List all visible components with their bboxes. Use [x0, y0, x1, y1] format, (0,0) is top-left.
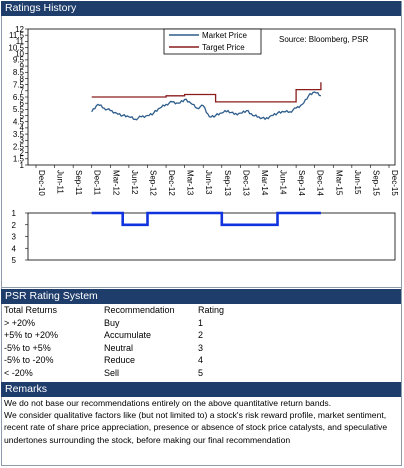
legend-target-label: Target Price	[202, 43, 245, 52]
legend-market-label: Market Price	[202, 31, 247, 40]
x-tick-label: Mar-12	[111, 170, 120, 196]
x-tick-label: Sep-14	[297, 170, 306, 196]
x-tick-label: Dec-14	[316, 170, 325, 196]
rating-cell: 5	[198, 368, 204, 378]
x-tick-label: Dec-13	[241, 170, 250, 196]
legend-box	[163, 28, 262, 55]
recommendation-cell: Buy	[104, 318, 120, 328]
x-tick-label: Mar-13	[186, 170, 195, 196]
x-tick-label: Jun-14	[279, 170, 288, 195]
rating-cell: 3	[198, 343, 204, 353]
y-tick-label: 2.5	[13, 142, 25, 151]
y-tick-label: 8.5	[13, 68, 25, 77]
y-tick-label: 7.5	[13, 80, 25, 89]
header-rating: Rating	[198, 305, 225, 315]
total-returns-cell: -5% to -20%	[4, 355, 54, 365]
x-tick-label: Dec-12	[167, 170, 176, 196]
x-tick-label: Sep-15	[371, 170, 380, 196]
y-tick-label: 11.5	[9, 31, 25, 40]
psr-rating-header: PSR Rating System	[1, 289, 401, 304]
y-tick-label: 7	[20, 87, 25, 96]
header-total-returns: Total Returns	[4, 305, 58, 315]
x-tick-label: Mar-15	[334, 170, 343, 196]
target-price-series	[91, 82, 322, 103]
x-tick-label: Dec-15	[390, 170, 399, 196]
rating-tick-label: 1	[12, 209, 17, 218]
market-price-series	[91, 91, 322, 121]
remarks-paragraph-2: We consider qualitative factors like (bu…	[4, 410, 388, 445]
ratings-history-header: Ratings History	[1, 1, 401, 16]
rating-plot-area	[27, 212, 396, 261]
x-tick-label: Sep-13	[223, 170, 232, 196]
total-returns-cell: +5% to +20%	[4, 330, 59, 340]
x-tick-label: Jun-11	[56, 170, 65, 194]
rating-tick-label: 5	[12, 256, 17, 265]
total-returns-cell: > +20%	[4, 318, 36, 328]
y-tick-label: 9	[20, 62, 25, 71]
y-tick-label: 9.5	[13, 56, 25, 65]
y-tick-label: 4.5	[13, 118, 25, 127]
rating-tick-label: 2	[12, 221, 17, 230]
ratings-history-chart: 1211.51110.5109.598.587.576.565.554.543.…	[8, 25, 399, 265]
y-tick-label: 11	[16, 37, 25, 46]
x-tick-label: Jun-12	[130, 170, 139, 195]
x-tick-label: Sep-12	[148, 170, 157, 196]
x-tick-label: Dec-11	[93, 170, 102, 196]
y-tick-label: 8	[20, 74, 25, 83]
y-tick-label: 6.5	[13, 93, 25, 102]
recommendation-cell: Reduce	[104, 355, 136, 365]
recommendation-cell: Neutral	[104, 343, 134, 353]
x-tick-label: Sep-11	[74, 170, 83, 196]
y-tick-label: 3	[20, 136, 25, 145]
legend: Market Price Target Price	[163, 28, 262, 55]
ratings-history-panel: 12 11.5 11 10.5 10 9.5 9 8.5 8 7.5 7 6.5 6 5.5 5 4.5 4 3.…	[1, 16, 401, 288]
total-returns-cell: < -20%	[4, 368, 33, 378]
remarks-text: We do not base our recommendations entir…	[4, 397, 396, 446]
rating-cell: 4	[198, 355, 204, 365]
price-chart: 1211.51110.5109.598.587.576.565.554.543.…	[8, 25, 399, 197]
header-recommendation: Recommendation	[104, 305, 175, 315]
y-tick-label: 1	[20, 161, 25, 170]
y-tick-label: 5	[20, 111, 25, 120]
recommendation-cell: Accumulate	[104, 330, 152, 340]
x-tick-label: Jun-13	[204, 170, 213, 195]
y-tick-label: 12	[15, 25, 24, 34]
y-tick-label: 6	[20, 99, 25, 108]
x-tick-label: Jun-15	[353, 170, 362, 195]
y-tick-label: 3.5	[13, 130, 25, 139]
rating-chart: 1 2 3 4 5	[12, 209, 396, 265]
rating-tick-label: 3	[12, 233, 17, 242]
y-tick-label: 4	[20, 124, 25, 133]
rating-cell: 1	[198, 318, 204, 328]
total-returns-cell: -5% to +5%	[4, 343, 51, 353]
x-tick-label: Dec-10	[37, 170, 46, 196]
recommendation-cell: Sell	[104, 368, 120, 378]
rating-cell: 2	[198, 330, 204, 340]
x-tick-label: Mar-14	[260, 170, 269, 196]
rating-series	[91, 211, 321, 227]
y-tick-label: 2	[20, 148, 25, 157]
source-annotation: Source: Bloomberg, PSR	[279, 35, 369, 44]
rating-tick-label: 4	[12, 244, 17, 253]
y-tick-label: 1.5	[13, 155, 25, 164]
y-tick-label: 5.5	[13, 105, 25, 114]
remarks-header: Remarks	[1, 382, 401, 397]
remarks-paragraph-1: We do not base our recommendations entir…	[4, 398, 332, 408]
y-tick-label: 10	[15, 50, 24, 59]
y-tick-label: 10.5	[8, 43, 24, 52]
